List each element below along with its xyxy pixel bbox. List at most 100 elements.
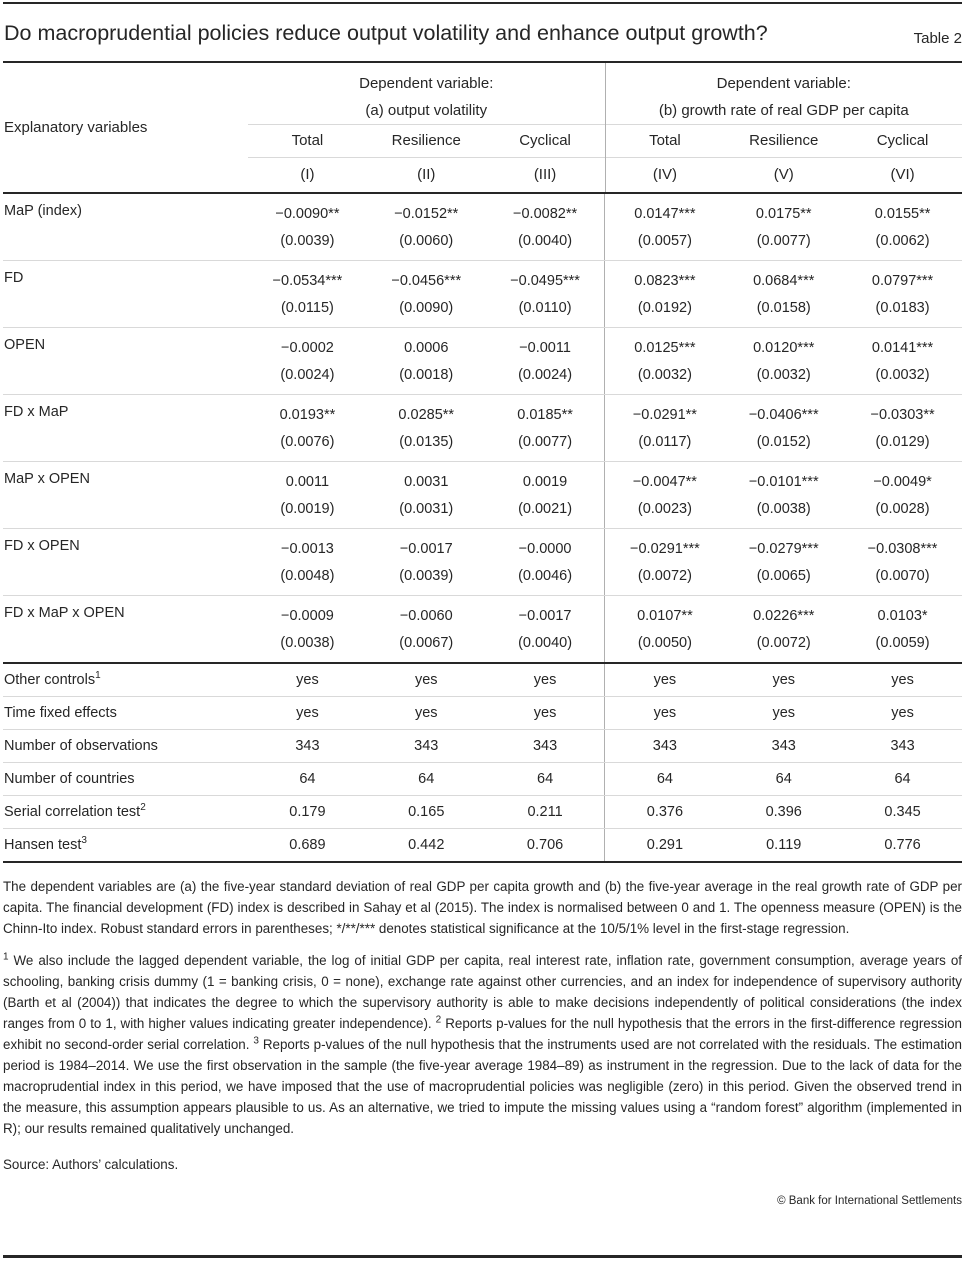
- value-cell: 0.0684*** (0.0158): [724, 261, 843, 327]
- value-cell: 0.0147*** (0.0057): [604, 194, 724, 260]
- summary-cell: yes: [772, 705, 796, 721]
- column-header: Cyclical: [519, 132, 571, 149]
- standard-error: (0.0040): [518, 233, 573, 249]
- value-cell: −0.0000 (0.0046): [486, 529, 605, 595]
- coefficient-value: −0.0082**: [513, 206, 578, 222]
- value-cell: 0.0031 (0.0031): [367, 462, 486, 528]
- panel-gdp-growth: Dependent variable: (b) growth rate of r…: [604, 63, 963, 192]
- coefficient-value: 0.0226***: [753, 608, 815, 624]
- row-header-label: Explanatory variables: [4, 119, 148, 136]
- summary-row: Serial correlation test2 0.179 0.165 0.211 0…: [3, 796, 962, 829]
- coefficient-value: −0.0303**: [870, 407, 935, 423]
- summary-row: Time fixed effects yes yes yes yes yes yes: [3, 697, 962, 730]
- value-cell: 0.0019 (0.0021): [486, 462, 605, 528]
- value-cell: 0.0226*** (0.0072): [724, 596, 843, 662]
- panel-output-volatility: Dependent variable: (a) output volatilit…: [248, 63, 605, 192]
- panel-a-title: Dependent variable: (a) output volatilit…: [248, 63, 605, 124]
- coefficient-value: −0.0308***: [867, 541, 938, 557]
- row-label: Number of observations: [4, 738, 158, 754]
- panel-a-column-names: Total Resilience Cyclical: [248, 125, 605, 157]
- summary-cell: 0.165: [408, 804, 445, 820]
- value-cell: 0.0175** (0.0077): [724, 194, 843, 260]
- value-cell: −0.0308*** (0.0070): [843, 529, 962, 595]
- value-cell: −0.0090** (0.0039): [248, 194, 367, 260]
- coefficient-value: 0.0107**: [637, 608, 693, 624]
- value-cell: −0.0456*** (0.0090): [367, 261, 486, 327]
- standard-error: (0.0038): [280, 635, 335, 651]
- panel-b-rule2: [605, 157, 962, 158]
- standard-error: (0.0024): [518, 367, 573, 383]
- standard-error: (0.0060): [399, 233, 454, 249]
- regression-table: Explanatory variables Dependent variable…: [3, 61, 962, 863]
- coefficient-value: −0.0060: [399, 608, 453, 624]
- summary-cell: 64: [775, 771, 792, 787]
- coefficient-value: 0.0120***: [753, 340, 815, 356]
- coefficient-value: −0.0011: [519, 340, 571, 356]
- value-cell: 0.0185** (0.0077): [486, 395, 605, 461]
- standard-error: (0.0135): [399, 434, 454, 450]
- standard-error: (0.0057): [637, 233, 692, 249]
- value-cell: −0.0534*** (0.0115): [248, 261, 367, 327]
- coefficient-value: −0.0090**: [275, 206, 340, 222]
- summary-cell: yes: [604, 664, 724, 696]
- summary-cell: 0.345: [884, 804, 921, 820]
- panel-b-column-numbers: (IV) (V) (VI): [606, 158, 963, 192]
- value-cell: 0.0006 (0.0018): [367, 328, 486, 394]
- standard-error: (0.0032): [875, 367, 930, 383]
- coefficient-value: 0.0147***: [634, 206, 696, 222]
- summary-cell: 343: [604, 730, 724, 762]
- panel-a-rule2: [248, 157, 605, 158]
- row-label: FD x MaP x OPEN: [4, 605, 125, 621]
- summary-cell: 0.442: [408, 837, 445, 853]
- coefficient-value: 0.0006: [404, 340, 449, 356]
- summary-cell: 64: [299, 771, 316, 787]
- standard-error: (0.0192): [637, 300, 692, 316]
- value-cell: 0.0125*** (0.0032): [604, 328, 724, 394]
- value-cell: −0.0060 (0.0067): [367, 596, 486, 662]
- panel-b-column-names: Total Resilience Cyclical: [606, 125, 963, 157]
- summary-cell: yes: [891, 672, 914, 688]
- standard-error: (0.0090): [399, 300, 454, 316]
- summary-cell: 0.211: [527, 804, 563, 820]
- value-cell: −0.0017 (0.0040): [486, 596, 605, 662]
- value-cell: −0.0011 (0.0024): [486, 328, 605, 394]
- table-notes: The dependent variables are (a) the five…: [3, 863, 962, 1212]
- value-cell: −0.0013 (0.0048): [248, 529, 367, 595]
- footnote-marker: 3: [253, 1035, 259, 1047]
- summary-cell: yes: [414, 672, 438, 688]
- row-label: Hansen test3: [4, 835, 87, 853]
- page-top-rule: [3, 2, 962, 4]
- row-label: Other controls1: [4, 670, 101, 688]
- value-cell: −0.0279*** (0.0065): [724, 529, 843, 595]
- summary-top-rule: [3, 662, 962, 664]
- value-cell: −0.0152** (0.0060): [367, 194, 486, 260]
- coefficient-value: 0.0797***: [871, 273, 934, 289]
- panel-a-title-line2: (a) output volatility: [365, 102, 488, 119]
- summary-cell: 0.776: [884, 837, 921, 853]
- coefficient-value: −0.0534***: [272, 273, 343, 289]
- title-row: Do macroprudential policies reduce outpu…: [3, 4, 962, 61]
- standard-error: (0.0067): [399, 635, 454, 651]
- value-cell: 0.0011 (0.0019): [248, 462, 367, 528]
- row-label: MaP x OPEN: [4, 471, 90, 487]
- column-header: Total: [291, 132, 324, 149]
- summary-cell: 64: [537, 771, 554, 787]
- coefficient-value: −0.0291**: [632, 407, 697, 423]
- standard-error: (0.0070): [875, 568, 930, 584]
- summary-cell: 343: [771, 738, 796, 754]
- summary-cell: 0.376: [604, 796, 724, 828]
- panel-b-title-line2: (b) growth rate of real GDP per capita: [658, 102, 909, 119]
- coefficient-value: 0.0823***: [634, 273, 696, 289]
- value-cell: −0.0047** (0.0023): [604, 462, 724, 528]
- standard-error: (0.0158): [756, 300, 811, 316]
- coefficient-value: −0.0406***: [748, 407, 819, 423]
- value-cell: −0.0495*** (0.0110): [486, 261, 605, 327]
- value-cell: 0.0141*** (0.0032): [843, 328, 962, 394]
- standard-error: (0.0115): [280, 300, 334, 316]
- panel-a-rule: [248, 124, 605, 125]
- standard-error: (0.0152): [756, 434, 811, 450]
- standard-error: (0.0018): [399, 367, 454, 383]
- summary-cell: 0.119: [766, 837, 802, 853]
- standard-error: (0.0059): [875, 635, 930, 651]
